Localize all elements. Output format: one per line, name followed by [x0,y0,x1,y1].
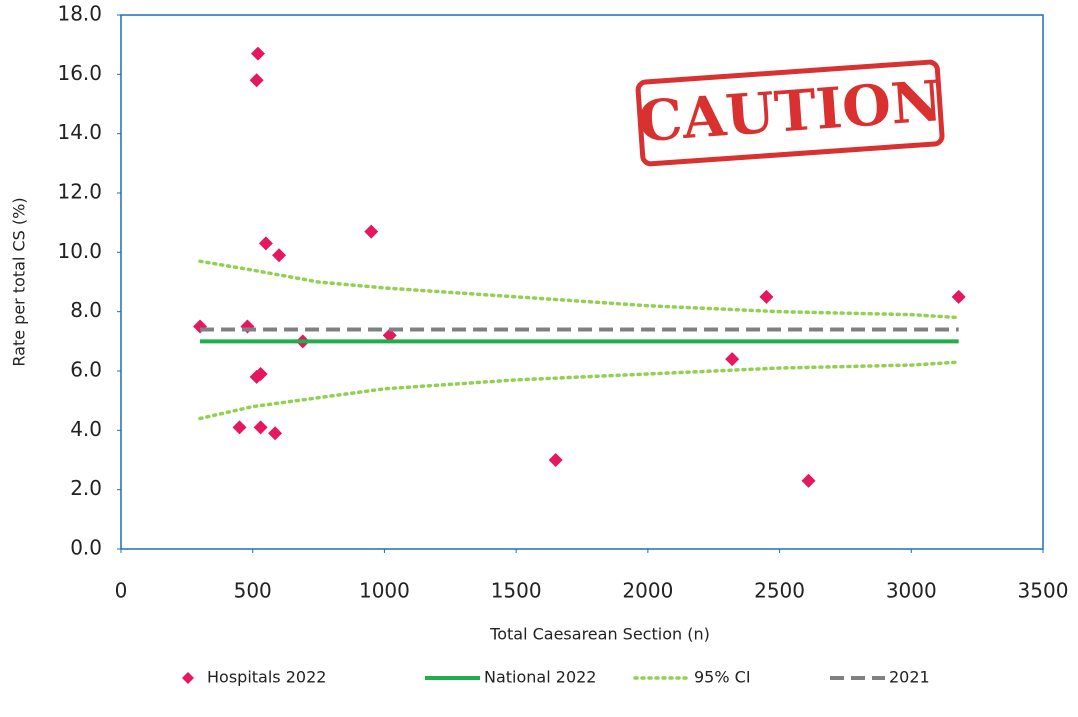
y-axis-title: Rate per total CS (%) [10,197,29,366]
legend-label: National 2022 [484,668,596,687]
x-tick-label: 2500 [754,579,805,603]
legend-label: Hospitals 2022 [207,668,326,687]
y-tick-label: 12.0 [57,180,102,204]
x-tick-label: 500 [234,579,272,603]
y-tick-label: 18.0 [57,2,102,26]
point [268,426,282,440]
point [802,474,816,488]
point [952,290,966,304]
x-tick-label: 1000 [359,579,410,603]
point [251,47,265,61]
point [272,248,286,262]
point [254,420,268,434]
x-tick-label: 0 [115,579,128,603]
point [233,420,247,434]
chart: CAUTION Total Caesarean Section (n) Rate… [0,0,1078,717]
point [259,236,273,250]
y-tick-label: 6.0 [70,358,102,382]
series-line [200,362,959,418]
legend-label: 95% CI [694,668,751,687]
y-tick-label: 4.0 [70,417,102,441]
y-tick-label: 2.0 [70,476,102,500]
x-tick-label: 3000 [886,579,937,603]
y-tick-label: 8.0 [70,298,102,322]
legend-symbol [182,672,194,684]
stamp: CAUTION [635,61,945,164]
x-tick-label: 1500 [491,579,542,603]
y-tick-label: 0.0 [70,536,102,560]
point [725,352,739,366]
legend-label: 2021 [889,668,930,687]
y-tick-label: 10.0 [57,239,102,263]
x-axis-title: Total Caesarean Section (n) [489,625,710,644]
series-line [200,261,959,317]
point [549,453,563,467]
point [759,290,773,304]
page: CAUTION Total Caesarean Section (n) Rate… [0,0,1078,717]
y-tick-label: 14.0 [57,120,102,144]
point [364,225,378,239]
y-tick-label: 16.0 [57,61,102,85]
x-tick-label: 2000 [622,579,673,603]
point [250,73,264,87]
x-tick-label: 3500 [1018,579,1069,603]
